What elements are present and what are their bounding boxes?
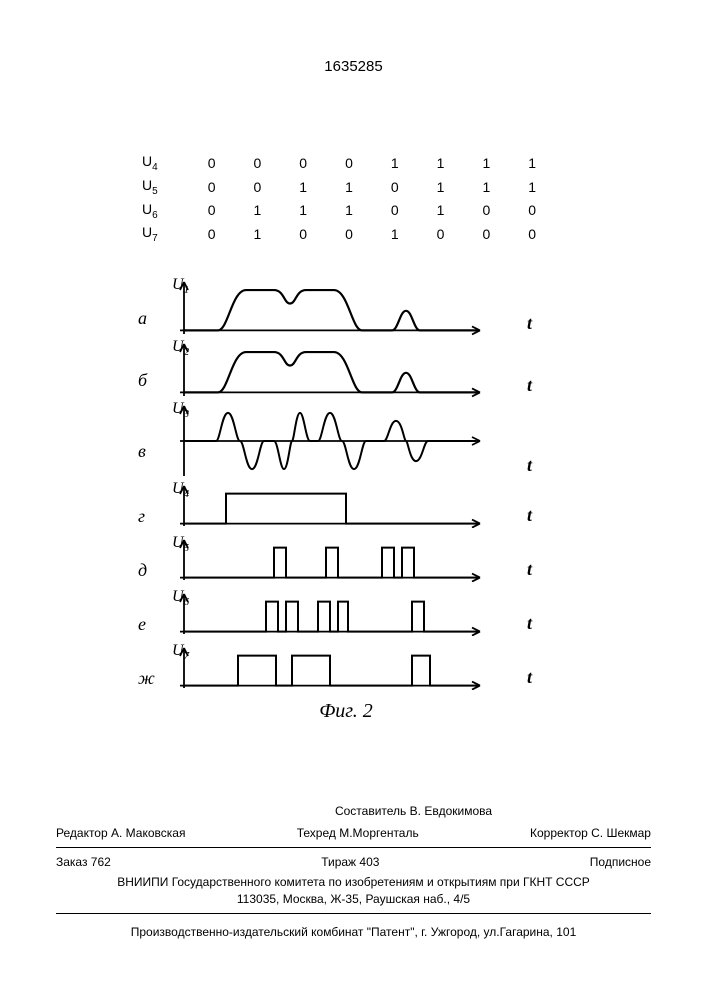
trace-x-label: t xyxy=(527,667,532,688)
timing-diagram: аU1tбU2tвU3tгU4t дU5t еU6t жU7t Фиг. 2 xyxy=(166,280,526,723)
truth-cell: 0 xyxy=(373,176,417,198)
truth-cell: 1 xyxy=(464,152,508,174)
timing-trace: аU1t xyxy=(166,280,526,340)
truth-cell: 1 xyxy=(419,176,463,198)
footer-tehred: Техред М.Моргенталь xyxy=(297,825,419,841)
truth-cell: 1 xyxy=(235,223,279,245)
footer-block: Составитель В. Евдокимова Редактор А. Ма… xyxy=(56,803,651,940)
truth-cell: 0 xyxy=(327,223,371,245)
footer-subscr: Подписное xyxy=(590,854,651,870)
timing-trace: еU6t xyxy=(166,592,526,640)
footer-editor: Редактор А. Маковская xyxy=(56,825,185,841)
trace-y-label: U2 xyxy=(172,338,189,358)
trace-x-label: t xyxy=(527,613,532,634)
truth-cell: 1 xyxy=(419,152,463,174)
truth-cell: 0 xyxy=(190,176,234,198)
truth-cell: 0 xyxy=(235,176,279,198)
trace-row-label: г xyxy=(138,506,145,527)
trace-row-label: ж xyxy=(138,668,155,689)
truth-cell: 1 xyxy=(510,176,554,198)
footer-print: Производственно-издательский комбинат "П… xyxy=(56,924,651,940)
truth-cell: 1 xyxy=(235,200,279,222)
truth-cell: 1 xyxy=(419,200,463,222)
truth-cell: 0 xyxy=(190,223,234,245)
trace-y-label: U6 xyxy=(172,588,189,608)
footer-corrector: Корректор С. Шекмар xyxy=(530,825,651,841)
truth-cell: 1 xyxy=(281,176,325,198)
page-number: 1635285 xyxy=(0,58,707,75)
truth-cell: 0 xyxy=(235,152,279,174)
footer-composer: Составитель В. Евдокимова xyxy=(56,803,651,819)
timing-trace: вU3t xyxy=(166,404,526,482)
truth-cell: 0 xyxy=(510,223,554,245)
truth-cell: 0 xyxy=(190,152,234,174)
trace-x-label: t xyxy=(527,313,532,334)
footer-vniipi: ВНИИПИ Государственного комитета по изоб… xyxy=(56,874,651,890)
truth-cell: 0 xyxy=(510,200,554,222)
truth-row-header: U5 xyxy=(142,176,188,198)
trace-y-label: U3 xyxy=(172,400,189,420)
trace-row-label: д xyxy=(138,560,147,581)
timing-trace: гU4t xyxy=(166,484,526,532)
truth-cell: 0 xyxy=(281,223,325,245)
trace-x-label: t xyxy=(527,559,532,580)
truth-cell: 1 xyxy=(373,223,417,245)
truth-cell: 0 xyxy=(373,200,417,222)
trace-row-label: е xyxy=(138,614,146,635)
trace-y-label: U1 xyxy=(172,276,189,296)
truth-cell: 1 xyxy=(327,176,371,198)
figure-caption: Фиг. 2 xyxy=(166,700,526,723)
trace-x-label: t xyxy=(527,455,532,476)
truth-cell: 0 xyxy=(281,152,325,174)
trace-row-label: в xyxy=(138,441,146,462)
truth-table: U400001111U500110111U601110100U701001000 xyxy=(140,150,556,247)
trace-y-label: U7 xyxy=(172,642,189,662)
truth-cell: 1 xyxy=(281,200,325,222)
truth-row-header: U4 xyxy=(142,152,188,174)
truth-cell: 0 xyxy=(464,200,508,222)
timing-trace: жU7t xyxy=(166,646,526,694)
trace-x-label: t xyxy=(527,505,532,526)
footer-tirazh: Тираж 403 xyxy=(321,854,379,870)
truth-cell: 0 xyxy=(464,223,508,245)
truth-cell: 1 xyxy=(373,152,417,174)
timing-trace: дU5t xyxy=(166,538,526,586)
footer-addr: 113035, Москва, Ж-35, Раушская наб., 4/5 xyxy=(56,891,651,907)
truth-cell: 1 xyxy=(510,152,554,174)
truth-cell: 0 xyxy=(190,200,234,222)
timing-trace: бU2t xyxy=(166,342,526,402)
truth-cell: 1 xyxy=(464,176,508,198)
footer-order: Заказ 762 xyxy=(56,854,111,870)
truth-cell: 0 xyxy=(327,152,371,174)
trace-y-label: U4 xyxy=(172,480,189,500)
trace-x-label: t xyxy=(527,375,532,396)
truth-cell: 0 xyxy=(419,223,463,245)
truth-cell: 1 xyxy=(327,200,371,222)
truth-row-header: U6 xyxy=(142,200,188,222)
trace-row-label: б xyxy=(138,370,147,391)
trace-row-label: а xyxy=(138,308,147,329)
trace-y-label: U5 xyxy=(172,534,189,554)
truth-row-header: U7 xyxy=(142,223,188,245)
